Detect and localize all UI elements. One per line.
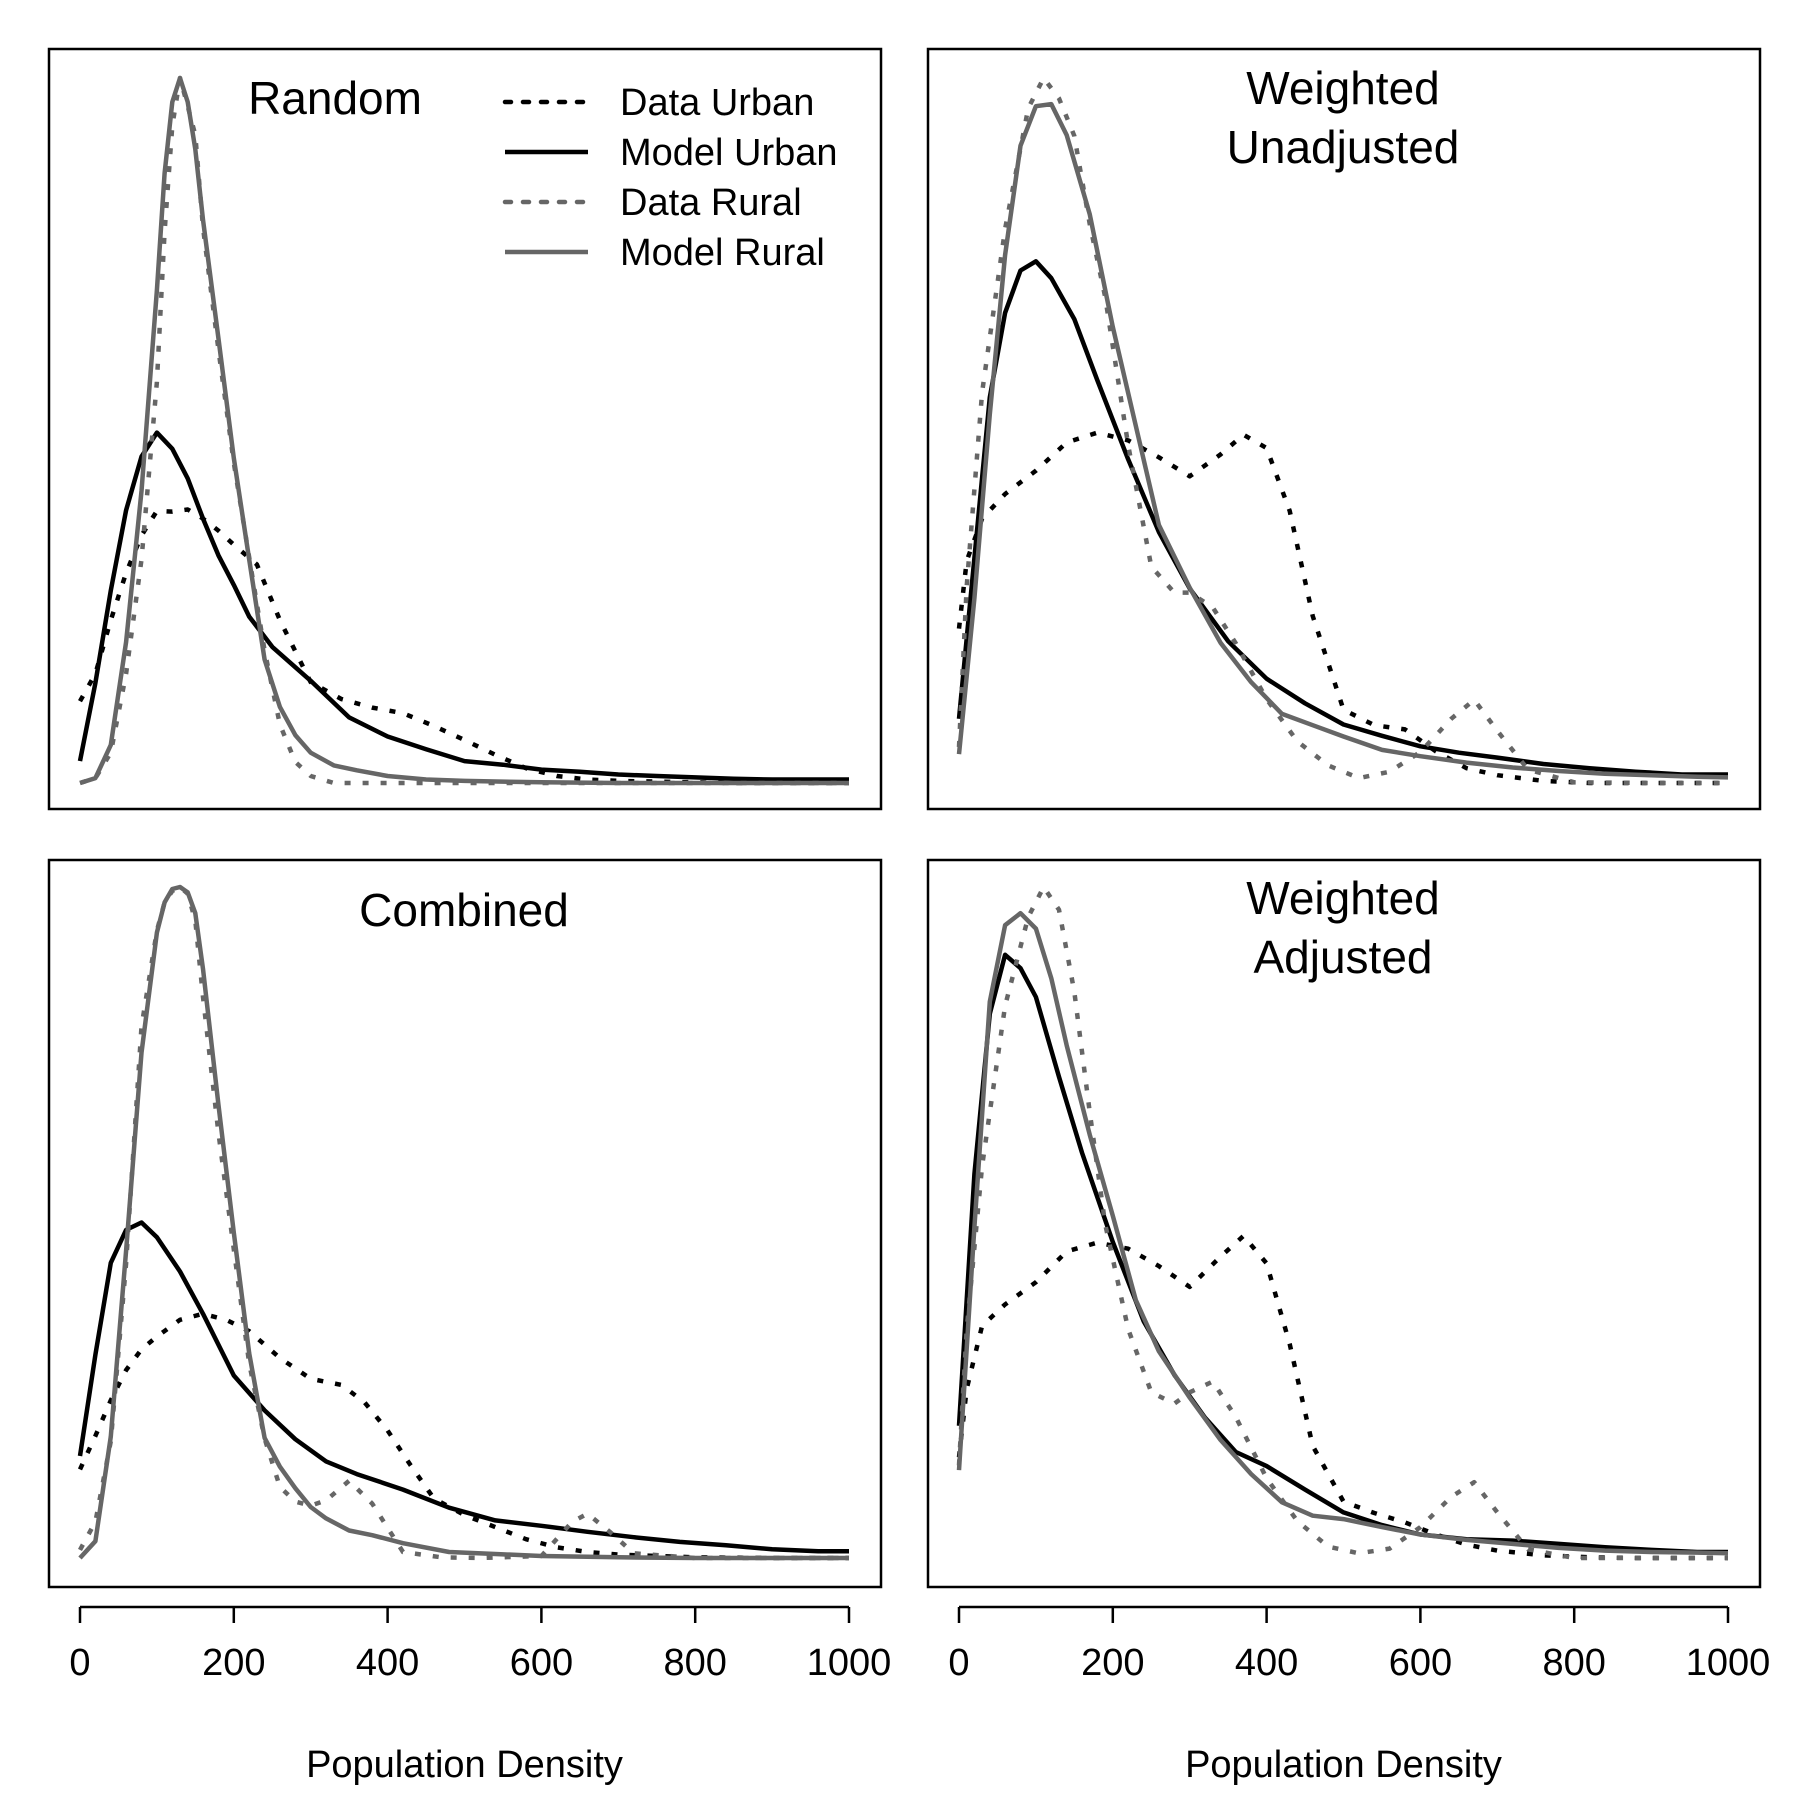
panel-frame — [47, 47, 883, 811]
series-data-urban — [77, 1311, 849, 1561]
panel-4: Weighted Adjusted 0 200 400 600 800 1000 Populat… — [926, 858, 1771, 1786]
panel-frame — [47, 858, 883, 1589]
x-tick-label: 800 — [1542, 1642, 1605, 1684]
series-model-urban — [77, 430, 849, 782]
x-tick-label: 0 — [948, 1642, 969, 1684]
panel-2: Weighted Unadjusted — [926, 47, 1762, 811]
series-model-urban — [956, 259, 1728, 777]
legend: Data Urban Model Urban Data Rural Model Rur… — [502, 82, 838, 274]
series-data-rural — [78, 884, 849, 1561]
series-model-rural — [956, 101, 1729, 780]
panel-title: Combined — [359, 884, 569, 936]
x-axis-title: Population Density — [306, 1744, 623, 1786]
x-axis: 0 200 400 600 800 1000 Population Density — [948, 1605, 1771, 1786]
panel-1: Random — [47, 47, 883, 811]
x-tick-label: 200 — [202, 1642, 265, 1684]
series-model-urban — [956, 952, 1728, 1555]
x-tick-label: 0 — [69, 1642, 90, 1684]
series-model-rural — [78, 884, 849, 1561]
x-axis-title: Population Density — [1185, 1744, 1502, 1786]
panel-3: Combined 0 200 400 600 800 1000 Population Dens… — [47, 858, 892, 1786]
x-tick-label: 200 — [1081, 1642, 1144, 1684]
x-tick-label: 400 — [1235, 1642, 1298, 1684]
x-axis: 0 200 400 600 800 1000 Population Density — [69, 1605, 892, 1786]
panel-frame — [926, 858, 1762, 1589]
series-group — [956, 75, 1729, 786]
panel-title: Random — [248, 72, 422, 124]
panel-title: Weighted — [1246, 872, 1440, 924]
x-tick-label: 400 — [356, 1642, 419, 1684]
legend-label: Model Urban — [620, 132, 838, 174]
series-data-rural — [956, 75, 1728, 786]
panel-frame — [926, 47, 1762, 811]
series-data-rural — [956, 884, 1728, 1561]
panel-title: Unadjusted — [1227, 121, 1460, 173]
panel-title: Adjusted — [1253, 931, 1432, 983]
x-tick-label: 600 — [1389, 1642, 1452, 1684]
legend-label: Data Urban — [620, 82, 814, 124]
series-model-rural — [79, 75, 849, 786]
legend-label: Model Rural — [620, 232, 825, 274]
series-group — [956, 884, 1729, 1561]
series-model-urban — [77, 1220, 849, 1554]
series-data-urban — [78, 507, 849, 786]
series-model-rural — [956, 910, 1729, 1556]
x-tick-label: 1000 — [1686, 1642, 1771, 1684]
panel-title: Weighted — [1246, 62, 1440, 114]
series-data-urban — [956, 430, 1728, 786]
series-group — [77, 75, 849, 786]
legend-label: Data Rural — [620, 182, 802, 224]
x-tick-label: 800 — [663, 1642, 726, 1684]
series-group — [77, 884, 849, 1561]
x-tick-label: 600 — [510, 1642, 573, 1684]
series-data-urban — [956, 1233, 1728, 1561]
x-tick-label: 1000 — [807, 1642, 892, 1684]
